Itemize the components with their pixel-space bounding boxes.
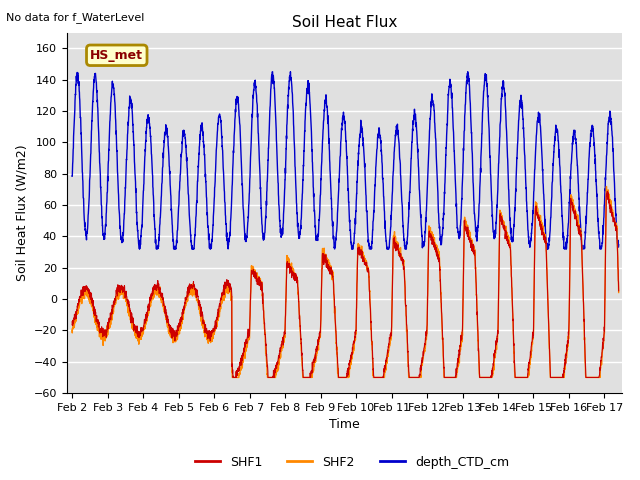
- Y-axis label: Soil Heat Flux (W/m2): Soil Heat Flux (W/m2): [15, 144, 28, 281]
- Text: HS_met: HS_met: [90, 49, 143, 62]
- Text: No data for f_WaterLevel: No data for f_WaterLevel: [6, 12, 145, 23]
- X-axis label: Time: Time: [329, 419, 360, 432]
- Title: Soil Heat Flux: Soil Heat Flux: [292, 15, 397, 30]
- Legend: SHF1, SHF2, depth_CTD_cm: SHF1, SHF2, depth_CTD_cm: [190, 451, 514, 474]
